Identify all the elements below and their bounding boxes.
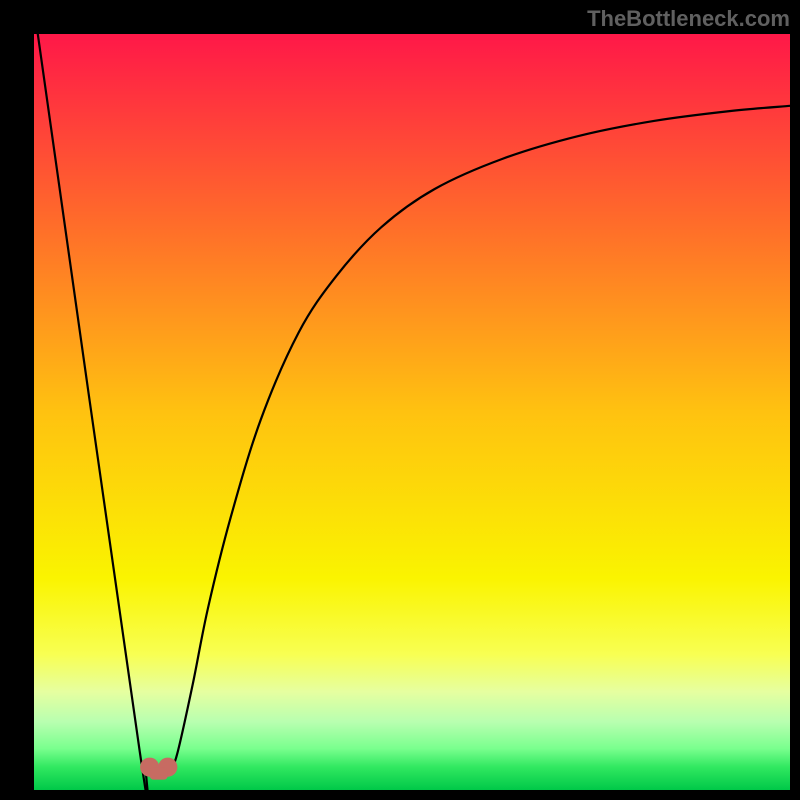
plot-background: [34, 34, 790, 790]
chart-container: { "watermark": { "text": "TheBottleneck.…: [0, 0, 800, 800]
bottleneck-chart: [0, 0, 800, 800]
watermark-text: TheBottleneck.com: [587, 6, 790, 32]
